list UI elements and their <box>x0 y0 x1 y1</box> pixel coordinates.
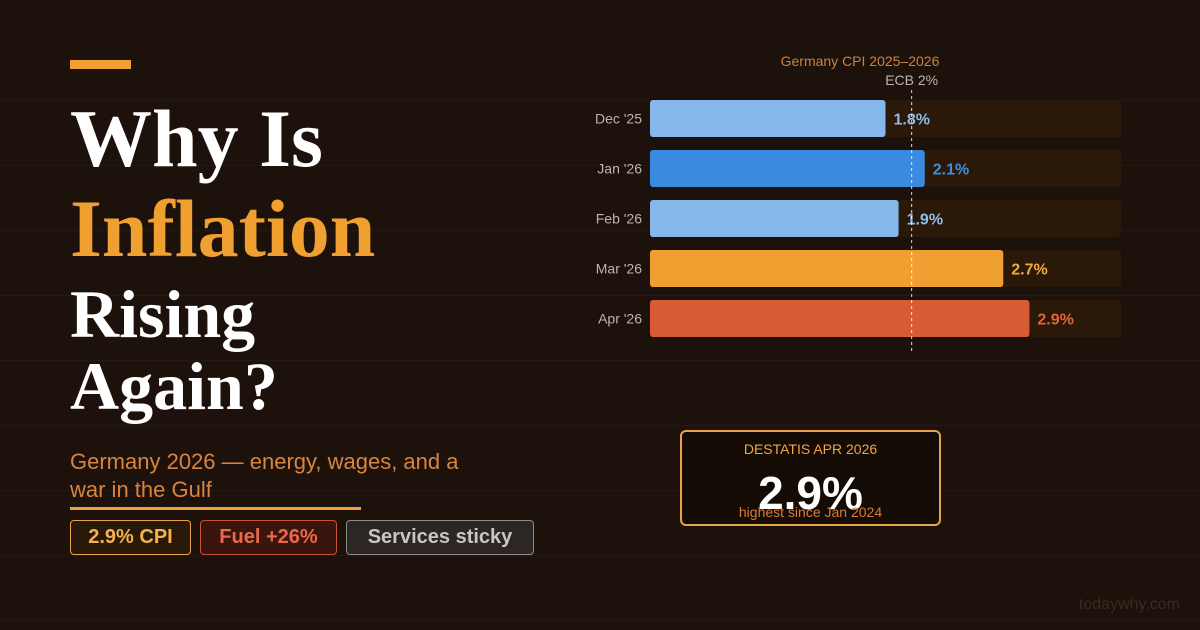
headline-line-3: Rising <box>70 276 256 352</box>
value-label: 2.7% <box>1011 262 1047 279</box>
site-watermark[interactable]: todaywhy.com <box>1078 596 1180 613</box>
value-label: 2.1% <box>933 162 969 179</box>
ecb-target-label: ECB 2% <box>885 72 938 88</box>
callout-box: DESTATIS APR 2026 2.9% highest since Jan… <box>680 430 941 526</box>
tag-fuel: Fuel +26% <box>200 520 337 555</box>
bar <box>650 150 925 187</box>
headline-line-1: Why Is <box>70 93 323 184</box>
value-label: 2.9% <box>1037 312 1073 329</box>
bar <box>650 200 899 237</box>
subtitle-underline <box>70 507 361 510</box>
category-label: Apr '26 <box>598 311 642 327</box>
chart-title: Germany CPI 2025–2026 <box>780 53 940 69</box>
category-label: Feb '26 <box>596 211 642 227</box>
callout-label: DESTATIS APR 2026 <box>743 441 878 457</box>
category-label: Jan '26 <box>597 161 642 177</box>
accent-bar <box>70 60 131 69</box>
subtitle: Germany 2026 — energy, wages, and a war … <box>70 449 459 502</box>
headline-line-4: Again? <box>70 348 278 424</box>
callout-note: highest since Jan 2024 <box>738 504 883 520</box>
headline-line-2: Inflation <box>70 183 376 274</box>
bar <box>650 250 1004 287</box>
category-label: Dec '25 <box>595 111 642 127</box>
tag-services: Services sticky <box>346 520 534 555</box>
bar <box>650 300 1030 337</box>
tag-cpi: 2.9% CPI <box>70 520 191 555</box>
bar <box>650 100 886 137</box>
category-label: Mar '26 <box>596 261 642 277</box>
callout-value: 2.9% <box>758 467 863 519</box>
value-label: 1.9% <box>907 212 943 229</box>
